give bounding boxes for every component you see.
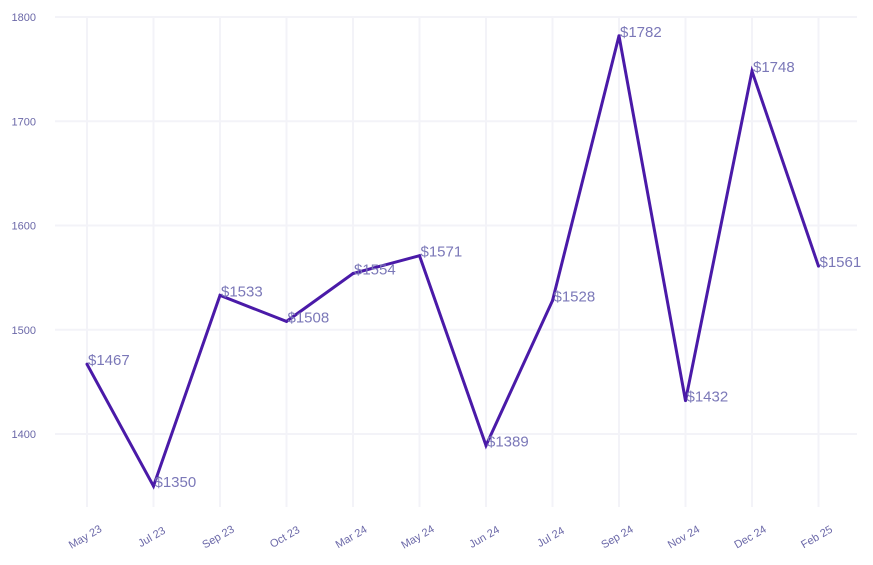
data-label: $1528 (554, 289, 596, 306)
grid-layer (55, 16, 857, 507)
data-point (285, 319, 288, 323)
data-label: $1571 (421, 244, 463, 261)
data-label: $1533 (221, 283, 263, 300)
x-tick-label: Mar 24 (334, 524, 370, 552)
x-tick-label: Sep 24 (599, 523, 635, 551)
data-point (484, 443, 488, 447)
x-tick-label: May 24 (399, 523, 436, 551)
x-tick-label: Feb 25 (799, 524, 835, 552)
x-tick-label: Jul 23 (136, 525, 167, 550)
series-line (85, 35, 820, 490)
data-point (551, 299, 554, 303)
y-tick-label: 1500 (12, 325, 36, 337)
y-tick-label: 1600 (12, 221, 36, 233)
y-tick-label: 1700 (12, 116, 36, 128)
x-tick-label: Jul 24 (535, 525, 566, 550)
x-tick-label: Dec 24 (732, 523, 768, 551)
data-label: $1561 (820, 254, 862, 271)
x-axis: May 23 Jul 23 Sep 23 Oct 23 Mar 24 May 24 Jun … (67, 523, 835, 551)
data-point (351, 271, 355, 275)
data-label: $1554 (354, 261, 396, 278)
data-point (218, 293, 222, 297)
y-tick-label: 1800 (12, 12, 36, 24)
data-point (817, 264, 820, 268)
x-tick-label: Nov 24 (666, 523, 702, 551)
data-point (418, 254, 421, 258)
data-label: $1782 (620, 24, 662, 41)
x-tick-label: May 23 (67, 523, 104, 551)
data-point (750, 69, 754, 73)
data-point (617, 34, 621, 38)
x-tick-label: Oct 23 (268, 524, 302, 551)
data-label: $1508 (288, 309, 330, 326)
y-tick-label: 1400 (12, 429, 36, 441)
data-point (85, 362, 89, 366)
data-label: $1350 (155, 474, 197, 491)
data-point (684, 399, 687, 403)
data-point (152, 484, 155, 488)
data-labels: $1467 $1350 $1533 $1508 $1554 $1571 $1389 $1528… (85, 24, 862, 491)
data-label: $1467 (88, 352, 130, 369)
data-label: $1389 (487, 433, 529, 450)
y-axis: 1400 1500 1600 1700 1800 (12, 12, 36, 441)
x-tick-label: Jun 24 (467, 524, 502, 551)
data-label: $1748 (753, 59, 795, 76)
x-tick-label: Sep 23 (200, 523, 236, 551)
data-label: $1432 (687, 389, 729, 406)
